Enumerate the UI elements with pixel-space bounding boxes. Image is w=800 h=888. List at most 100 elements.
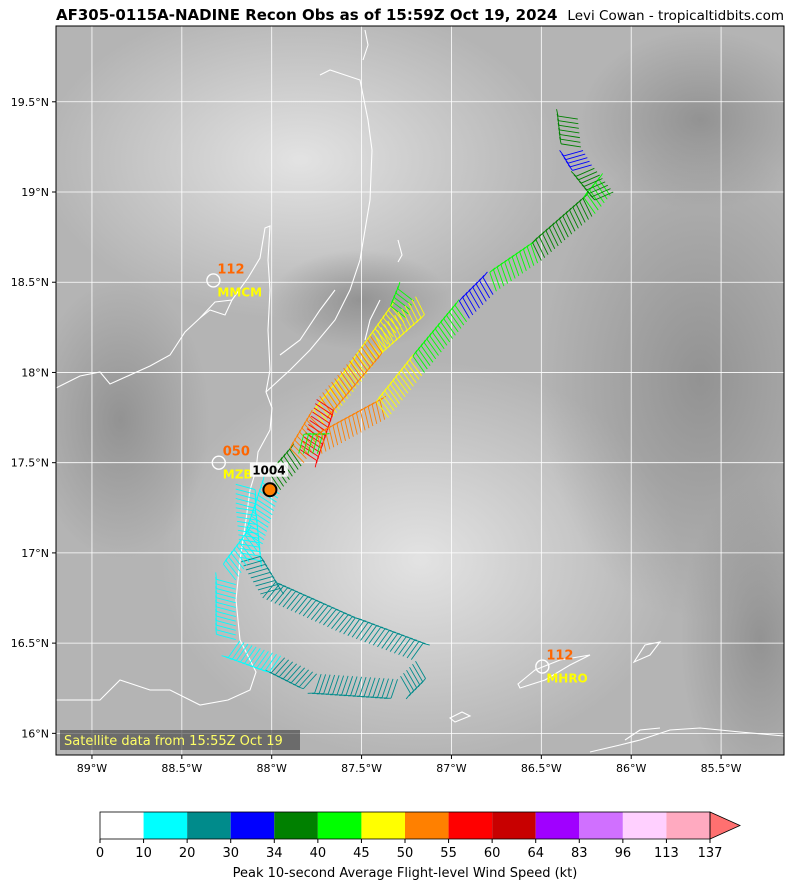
wind-barb xyxy=(381,678,389,698)
wind-barb-flag xyxy=(595,176,600,184)
wind-barb-flag xyxy=(558,132,562,140)
track-segment xyxy=(215,572,236,640)
wind-barb-flag xyxy=(359,373,365,380)
wind-barb xyxy=(355,353,368,371)
wind-barb xyxy=(403,366,417,384)
wind-barb xyxy=(318,403,332,420)
wind-barb xyxy=(392,380,406,398)
wind-barb xyxy=(345,676,354,696)
wind-barb-flag xyxy=(258,547,261,555)
wind-barb-flag xyxy=(215,572,217,580)
station-mhro: 112 MHRO xyxy=(535,649,588,686)
wind-barb xyxy=(283,663,298,680)
wind-barb xyxy=(315,403,333,416)
colorbar-swatch xyxy=(622,812,667,839)
wind-barb-flag xyxy=(557,123,561,131)
lon-tick-label: 87.5°W xyxy=(341,762,382,775)
wind-barb xyxy=(360,623,373,641)
wind-barb-flag xyxy=(355,617,363,621)
wind-barb xyxy=(352,357,365,375)
wind-barb xyxy=(239,542,253,559)
colorbar-tick-label: 55 xyxy=(440,846,457,861)
wind-barb-flag xyxy=(353,380,359,387)
wind-barb-flag xyxy=(351,356,356,363)
wind-barb xyxy=(358,350,371,368)
wind-barb xyxy=(560,138,581,143)
wind-barb xyxy=(314,673,322,694)
wind-barb xyxy=(387,387,400,404)
wind-barb xyxy=(385,633,398,651)
wind-barb xyxy=(384,390,398,408)
wind-barb xyxy=(377,324,392,341)
wind-barb xyxy=(351,362,365,379)
wind-barb-flag xyxy=(418,641,426,644)
wind-barb xyxy=(233,549,247,566)
wind-barb-flag xyxy=(221,655,229,658)
wind-barb xyxy=(343,367,356,385)
wind-barb-flag xyxy=(247,525,252,533)
wind-barb xyxy=(367,406,374,427)
wind-barb xyxy=(355,622,369,640)
wind-barb xyxy=(449,311,462,329)
wind-barb xyxy=(363,677,371,697)
wind-barb xyxy=(278,589,292,606)
wind-barb xyxy=(310,415,329,428)
wind-barb xyxy=(581,174,600,184)
wind-barb xyxy=(324,429,331,450)
wind-barb xyxy=(389,635,403,652)
wind-barb xyxy=(504,262,512,282)
wind-barb-flag xyxy=(454,299,460,306)
wind-barb xyxy=(235,493,256,500)
lat-tick-label: 18°N xyxy=(21,366,49,379)
wind-barb xyxy=(404,305,415,324)
wind-barb xyxy=(397,288,414,302)
wind-barb xyxy=(376,401,389,418)
lat-tick-label: 16°N xyxy=(21,727,49,740)
wind-barb xyxy=(335,614,349,631)
wind-barb xyxy=(275,659,290,676)
wind-barb xyxy=(295,669,309,686)
wind-barb xyxy=(260,588,280,595)
wind-barb xyxy=(274,587,288,604)
wind-barb xyxy=(349,360,362,378)
wind-barb-flag xyxy=(255,515,258,523)
wind-barb-flag xyxy=(422,642,430,646)
wind-barb xyxy=(344,419,350,439)
wind-barb-flag xyxy=(241,532,247,540)
wind-barb xyxy=(559,129,580,134)
wind-barb xyxy=(290,594,304,611)
wind-barb-flag xyxy=(289,441,294,449)
wind-barb xyxy=(373,333,384,352)
wind-barb-flag xyxy=(482,271,488,278)
wind-barb xyxy=(270,585,284,602)
wind-barb-flag xyxy=(363,620,371,624)
wind-barb-flag xyxy=(259,556,262,564)
wind-barb xyxy=(286,452,299,470)
chart-title: AF305-0115A-NADINE Recon Obs as of 15:59… xyxy=(56,6,558,24)
wind-barb xyxy=(302,440,320,453)
wind-barb xyxy=(398,373,412,391)
wind-barb xyxy=(479,280,491,299)
wind-barb-flag xyxy=(299,425,304,433)
wind-barb-flag xyxy=(368,363,374,370)
wind-barb xyxy=(287,665,302,682)
wind-barb-flag xyxy=(479,275,485,282)
station-mmcm: 112 MMCM xyxy=(206,262,262,299)
wind-barb xyxy=(368,627,381,644)
wind-barb xyxy=(535,239,546,258)
wind-barb-flag xyxy=(344,391,350,398)
wind-barb xyxy=(594,191,614,201)
wind-barb-flag xyxy=(215,576,217,584)
wind-barb xyxy=(383,323,394,343)
wind-barb xyxy=(397,311,408,331)
wind-barb xyxy=(374,328,389,345)
track-segment xyxy=(412,299,467,373)
wind-barb xyxy=(579,201,589,220)
colorbar-extend-arrow xyxy=(709,811,741,840)
wind-barb xyxy=(237,520,257,526)
center-pressure: 1004 xyxy=(252,464,285,478)
wind-barb-flag xyxy=(472,281,478,288)
wind-barb xyxy=(244,535,258,552)
wind-barb xyxy=(244,646,257,664)
wind-barb xyxy=(380,327,391,346)
